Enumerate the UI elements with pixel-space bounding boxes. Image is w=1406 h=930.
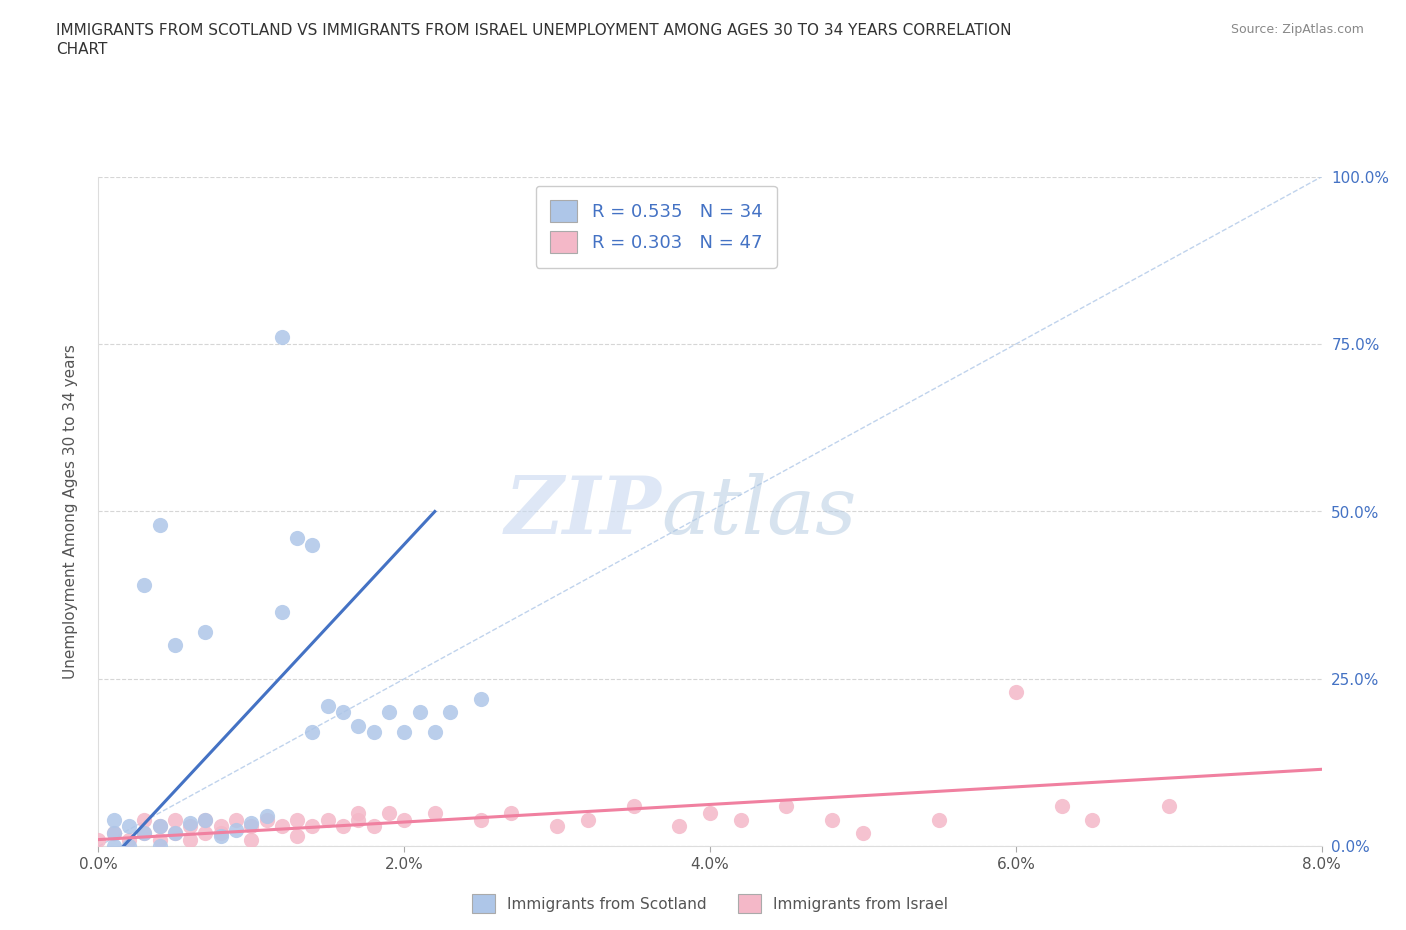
Text: atlas: atlas — [661, 472, 856, 551]
Point — [149, 818, 172, 833]
Point — [87, 832, 110, 847]
Point — [363, 818, 385, 833]
Y-axis label: Unemployment Among Ages 30 to 34 years: Unemployment Among Ages 30 to 34 years — [63, 344, 77, 679]
Point — [668, 818, 690, 833]
Point — [209, 818, 232, 833]
Point — [149, 818, 172, 833]
Point — [118, 832, 141, 847]
Point — [163, 826, 186, 841]
Text: ZIP: ZIP — [505, 472, 661, 551]
Point — [256, 809, 278, 824]
Point — [363, 725, 385, 740]
Point — [316, 812, 339, 827]
Point — [470, 812, 492, 827]
Point — [1050, 799, 1073, 814]
Text: Source: ZipAtlas.com: Source: ZipAtlas.com — [1230, 23, 1364, 36]
Point — [285, 829, 308, 844]
Point — [301, 538, 323, 552]
Point — [775, 799, 797, 814]
Point — [270, 818, 294, 833]
Point — [134, 812, 156, 827]
Point — [103, 812, 125, 827]
Point — [103, 826, 125, 841]
Point — [347, 718, 370, 733]
Point — [179, 832, 201, 847]
Point — [149, 517, 172, 532]
Point — [392, 725, 416, 740]
Point — [225, 822, 247, 837]
Point — [209, 826, 232, 841]
Point — [149, 832, 172, 847]
Point — [163, 638, 186, 653]
Point — [1081, 812, 1104, 827]
Point — [163, 826, 186, 841]
Point — [209, 829, 232, 844]
Point — [225, 812, 247, 827]
Point — [439, 705, 461, 720]
Point — [392, 812, 416, 827]
Point — [118, 839, 141, 854]
Point — [240, 816, 263, 830]
Point — [301, 818, 323, 833]
Point — [1157, 799, 1180, 814]
Text: CHART: CHART — [56, 42, 108, 57]
Point — [163, 812, 186, 827]
Point — [699, 805, 721, 820]
Point — [134, 826, 156, 841]
Point — [623, 799, 645, 814]
Point — [179, 816, 201, 830]
Point — [194, 812, 217, 827]
Point — [316, 698, 339, 713]
Point — [928, 812, 950, 827]
Point — [285, 531, 308, 546]
Point — [423, 725, 446, 740]
Point — [179, 818, 201, 833]
Point — [378, 705, 401, 720]
Point — [821, 812, 844, 827]
Point — [240, 832, 263, 847]
Point — [103, 826, 125, 841]
Legend: Immigrants from Scotland, Immigrants from Israel: Immigrants from Scotland, Immigrants fro… — [467, 888, 953, 919]
Text: IMMIGRANTS FROM SCOTLAND VS IMMIGRANTS FROM ISRAEL UNEMPLOYMENT AMONG AGES 30 TO: IMMIGRANTS FROM SCOTLAND VS IMMIGRANTS F… — [56, 23, 1012, 38]
Point — [118, 818, 141, 833]
Point — [408, 705, 430, 720]
Point — [301, 725, 323, 740]
Point — [270, 604, 294, 619]
Point — [730, 812, 752, 827]
Point — [576, 812, 599, 827]
Point — [240, 818, 263, 833]
Point — [347, 812, 370, 827]
Point — [332, 818, 354, 833]
Point — [378, 805, 401, 820]
Point — [1004, 684, 1026, 699]
Point — [134, 826, 156, 841]
Point — [423, 805, 446, 820]
Point — [194, 625, 217, 640]
Point — [149, 839, 172, 854]
Point — [285, 812, 308, 827]
Point — [270, 330, 294, 345]
Point — [332, 705, 354, 720]
Point — [852, 826, 875, 841]
Point — [546, 818, 568, 833]
Point — [501, 805, 523, 820]
Point — [134, 578, 156, 592]
Point — [194, 826, 217, 841]
Point — [256, 812, 278, 827]
Point — [194, 812, 217, 827]
Point — [103, 839, 125, 854]
Point — [470, 692, 492, 707]
Point — [347, 805, 370, 820]
